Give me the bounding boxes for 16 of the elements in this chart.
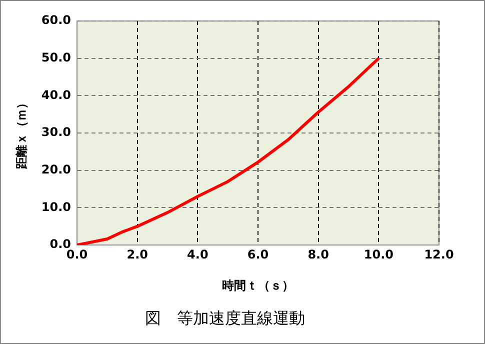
y-tick-label: 20.0: [41, 162, 72, 176]
y-tick-label: 50.0: [41, 50, 72, 64]
x-tick-label: 4.0: [187, 247, 208, 262]
y-tick-label: 10.0: [41, 200, 72, 214]
y-tick-label: 60.0: [41, 13, 72, 28]
x-tick-label: 10.0: [364, 247, 394, 262]
y-tick-label: 40.0: [41, 88, 72, 102]
x-tick-label: 0.0: [66, 247, 88, 262]
x-tick-label: 2.0: [126, 247, 148, 262]
x-axis-title: 時間ｔ（ｓ）: [222, 278, 294, 293]
y-axis-title: 距離ｘ（ｍ）: [14, 97, 28, 170]
x-tick-label: 8.0: [308, 247, 329, 262]
y-tick-label: 30.0: [41, 125, 72, 140]
text: 図 等加速度直線運動: [145, 308, 305, 328]
x-tick-label: 6.0: [247, 247, 269, 262]
x-tick-label: 12.0: [424, 247, 454, 262]
